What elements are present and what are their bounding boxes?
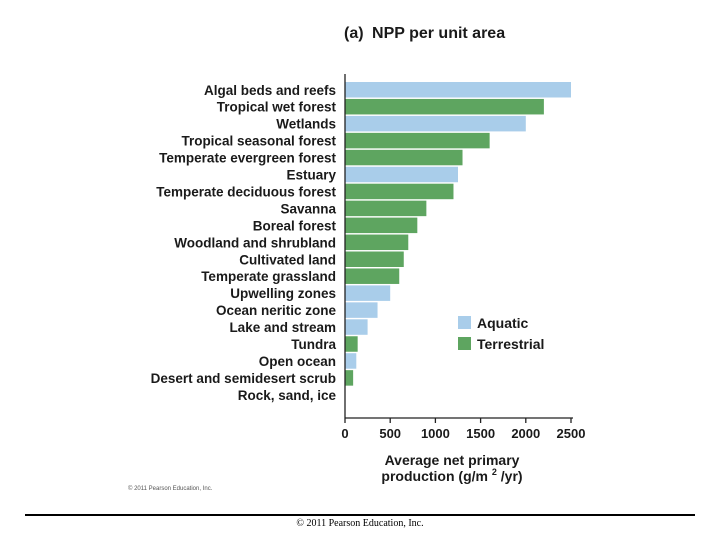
- category-label-lake-and-stream: Lake and stream: [229, 320, 336, 335]
- x-axis-label-superscript: 2: [492, 467, 497, 477]
- bar-open-ocean: [345, 353, 357, 369]
- category-label-upwelling-zones: Upwelling zones: [230, 286, 336, 301]
- category-labels: Algal beds and reefs Tropical wet forest W…: [151, 83, 337, 403]
- category-label-boreal-forest: Boreal forest: [253, 218, 337, 233]
- x-axis-label-line1: Average net primary: [385, 452, 520, 468]
- category-label-temperate-grassland: Temperate grassland: [201, 269, 336, 284]
- bars-group: [345, 82, 571, 403]
- x-axis-label-line2-start: production (g/m: [381, 468, 488, 484]
- bar-tundra: [345, 336, 358, 352]
- footer-divider: [25, 514, 695, 516]
- chart-title-prefix: (a): [344, 25, 364, 42]
- legend-label-terrestrial: Terrestrial: [477, 336, 544, 352]
- category-label-ocean-neritic-zone: Ocean neritic zone: [216, 303, 337, 318]
- x-axis-label-line2: production (g/m 2 /yr): [381, 462, 522, 484]
- legend-swatch-terrestrial: [458, 337, 471, 350]
- bar-ocean-neritic-zone: [345, 302, 378, 318]
- bar-temperate-grassland: [345, 268, 400, 284]
- chart-title: (a) NPP per unit area: [344, 25, 505, 42]
- bar-estuary: [345, 166, 458, 183]
- x-tick-label-2000: 2000: [511, 426, 540, 441]
- category-label-savanna: Savanna: [280, 201, 336, 216]
- bar-algal-beds-and-reefs: [345, 82, 571, 98]
- bar-temperate-deciduous-forest: [345, 183, 454, 200]
- category-label-estuary: Estuary: [286, 168, 336, 183]
- category-label-tropical-seasonal-forest: Tropical seasonal forest: [181, 134, 336, 149]
- figure-credit: © 2011 Pearson Education, Inc.: [128, 486, 213, 492]
- x-tick-label-1000: 1000: [421, 426, 450, 441]
- legend: Aquatic Terrestrial: [458, 315, 544, 352]
- x-tick-label-2500: 2500: [557, 426, 586, 441]
- bar-lake-and-stream: [345, 319, 368, 335]
- category-label-desert-and-semidesert-scrub: Desert and semidesert scrub: [151, 371, 336, 386]
- category-label-woodland-and-shrubland: Woodland and shrubland: [174, 235, 336, 250]
- bar-tropical-wet-forest: [345, 98, 544, 115]
- bar-woodland-and-shrubland: [345, 234, 409, 251]
- category-label-rock-sand-ice: Rock, sand, ice: [238, 388, 337, 403]
- category-label-tundra: Tundra: [291, 337, 336, 352]
- bar-upwelling-zones: [345, 285, 391, 301]
- category-label-temperate-evergreen-forest: Temperate evergreen forest: [159, 151, 336, 166]
- bar-savanna: [345, 200, 427, 217]
- bar-boreal-forest: [345, 217, 418, 234]
- footer-copyright: © 2011 Pearson Education, Inc.: [296, 518, 424, 529]
- bar-cultivated-land: [345, 251, 404, 267]
- category-label-cultivated-land: Cultivated land: [239, 252, 336, 267]
- chart-title-text: NPP per unit area: [372, 25, 505, 42]
- x-tick-label-1500: 1500: [466, 426, 495, 441]
- x-tick-label-0: 0: [341, 426, 348, 441]
- x-axis-label-line2-end: /yr): [501, 468, 523, 484]
- legend-swatch-aquatic: [458, 316, 471, 329]
- category-label-tropical-wet-forest: Tropical wet forest: [217, 100, 337, 115]
- bar-tropical-seasonal-forest: [345, 132, 490, 149]
- category-label-temperate-deciduous-forest: Temperate deciduous forest: [156, 184, 336, 199]
- category-label-open-ocean: Open ocean: [259, 354, 336, 369]
- legend-label-aquatic: Aquatic: [477, 315, 529, 331]
- x-tick-label-500: 500: [379, 426, 401, 441]
- category-label-algal-beds-and-reefs: Algal beds and reefs: [204, 83, 336, 98]
- x-axis: 0 500 1000 1500 2000 2500: [341, 74, 585, 441]
- bar-desert-and-semidesert-scrub: [345, 370, 354, 386]
- bar-temperate-evergreen-forest: [345, 149, 463, 166]
- category-label-wetlands: Wetlands: [276, 117, 336, 132]
- bar-wetlands: [345, 115, 526, 132]
